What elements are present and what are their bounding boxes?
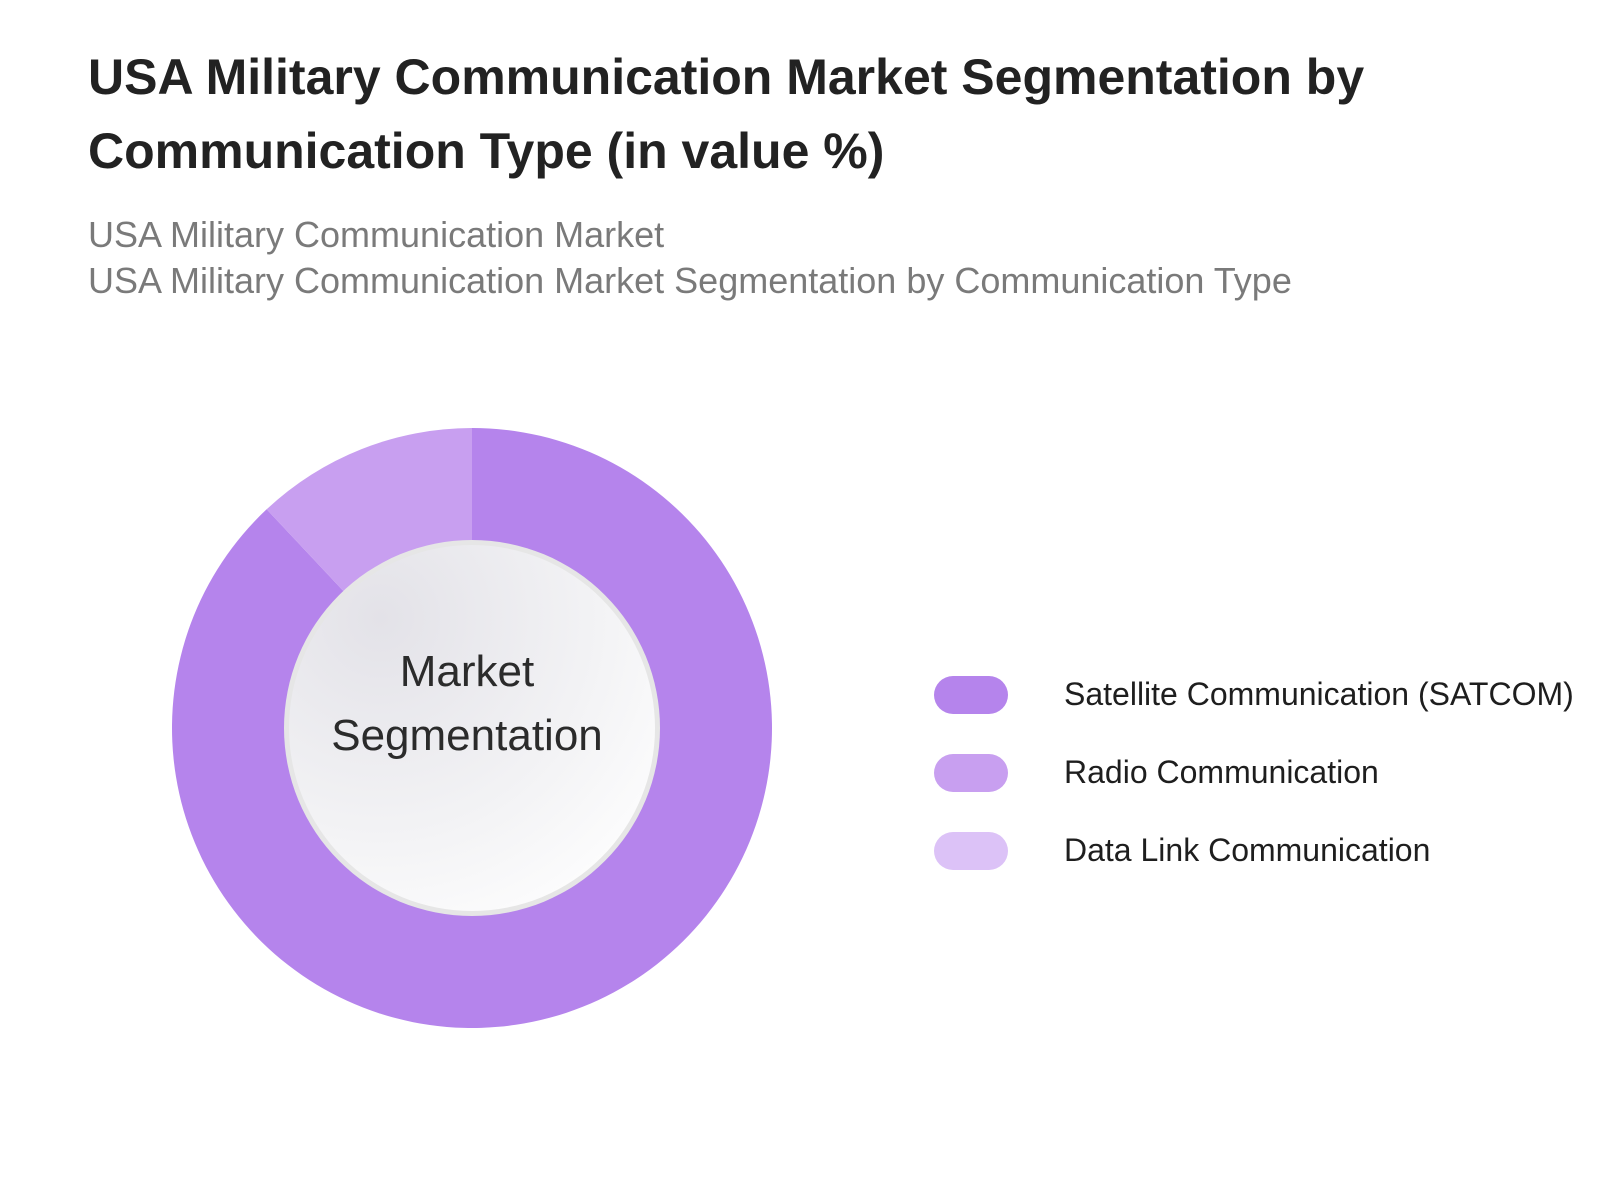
legend-swatch-radio [934, 754, 1008, 792]
center-label-line-2: Segmentation [331, 711, 603, 760]
legend-label-data-link: Data Link Communication [1064, 832, 1431, 868]
chart-subtitle-2: USA Military Communication Market Segmen… [88, 260, 1292, 301]
legend-label-radio: Radio Communication [1064, 754, 1379, 790]
center-label-line-1: Market [399, 647, 535, 696]
legend-swatch-data-link [934, 832, 1008, 870]
legend-label-satcom: Satellite Communication (SATCOM) [1064, 676, 1574, 712]
chart-subtitle-1: USA Military Communication Market [88, 214, 665, 255]
legend-swatch-satcom [934, 676, 1008, 714]
donut-center-label: Market Segmentation [282, 640, 652, 768]
chart-title: USA Military Communication Market Segmen… [88, 49, 1365, 179]
donut-hole [289, 545, 655, 911]
